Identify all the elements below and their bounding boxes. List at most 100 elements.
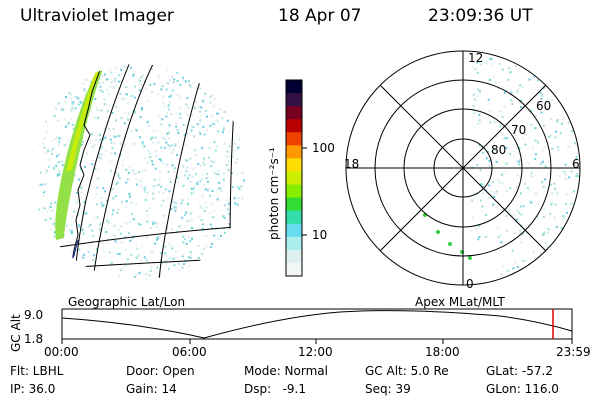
- colorbar-segment: [286, 145, 302, 159]
- emission-pixel: [135, 129, 138, 132]
- emission-pixel: [45, 168, 47, 171]
- emission-pixel: [64, 100, 67, 103]
- emission-pixel: [68, 229, 71, 232]
- emission-pixel: [157, 92, 160, 95]
- emission-pixel: [499, 125, 502, 128]
- emission-pixel: [124, 93, 127, 96]
- emission-pixel: [187, 106, 190, 109]
- emission-pixel: [117, 208, 120, 211]
- emission-pixel: [472, 93, 475, 96]
- emission-pixel: [198, 215, 201, 218]
- emission-pixel: [47, 149, 50, 152]
- emission-pixel: [122, 98, 124, 101]
- emission-pixel: [184, 174, 187, 177]
- emission-pixel: [154, 185, 156, 187]
- emission-pixel: [226, 119, 229, 122]
- emission-pixel: [488, 165, 491, 167]
- emission-pixel: [194, 149, 196, 152]
- emission-pixel: [168, 256, 171, 259]
- emission-pixel: [117, 172, 120, 175]
- emission-pixel: [118, 252, 121, 255]
- emission-pixel: [120, 97, 123, 100]
- emission-pixel: [227, 169, 230, 171]
- emission-pixel: [195, 153, 197, 156]
- emission-pixel: [187, 256, 190, 259]
- emission-pixel: [138, 272, 141, 274]
- emission-pixel: [536, 93, 539, 96]
- instrument-title: Ultraviolet Imager: [20, 6, 174, 26]
- emission-pixel: [139, 179, 141, 182]
- emission-pixel: [226, 150, 229, 153]
- emission-pixel: [82, 232, 85, 235]
- emission-pixel: [548, 135, 551, 138]
- mlat-label-60: 60: [536, 99, 551, 113]
- emission-pixel: [53, 222, 56, 225]
- emission-pixel: [92, 146, 95, 149]
- emission-pixel: [107, 78, 110, 81]
- emission-pixel: [192, 169, 194, 171]
- emission-pixel: [70, 232, 73, 234]
- emission-pixel: [114, 119, 117, 122]
- emission-pixel: [476, 164, 479, 167]
- emission-pixel: [184, 80, 187, 83]
- emission-pixel: [121, 201, 124, 204]
- emission-pixel: [46, 123, 49, 126]
- emission-pixel: [125, 169, 128, 171]
- emission-pixel: [503, 105, 506, 108]
- emission-pixel: [97, 186, 100, 189]
- emission-pixel: [179, 83, 182, 86]
- emission-pixel: [233, 149, 236, 152]
- emission-pixel: [61, 164, 64, 167]
- emission-pixel: [549, 212, 552, 215]
- emission-pixel: [178, 96, 181, 99]
- emission-pixel: [541, 160, 544, 163]
- emission-pixel: [48, 208, 51, 211]
- emission-pixel: [175, 202, 178, 205]
- emission-pixel: [530, 201, 533, 204]
- emission-pixel: [217, 130, 220, 133]
- emission-pixel: [140, 259, 143, 262]
- emission-pixel: [42, 195, 45, 198]
- emission-pixel: [495, 206, 498, 208]
- emission-pixel: [110, 81, 113, 84]
- colorbar-segment: [286, 158, 302, 172]
- emission-pixel: [568, 176, 571, 179]
- emission-pixel: [168, 131, 171, 134]
- emission-pixel: [203, 163, 206, 166]
- emission-pixel: [485, 157, 488, 160]
- emission-pixel: [199, 110, 202, 113]
- emission-pixel: [237, 186, 240, 189]
- emission-pixel: [551, 147, 554, 150]
- emission-pixel: [71, 123, 74, 126]
- emission-pixel: [540, 111, 543, 114]
- emission-pixel: [67, 122, 70, 125]
- emission-pixel: [109, 85, 112, 88]
- emission-pixel: [179, 106, 182, 109]
- emission-pixel: [492, 203, 495, 206]
- emission-pixel: [128, 165, 131, 168]
- emission-pixel: [226, 199, 229, 202]
- emission-pixel: [169, 95, 172, 98]
- emission-pixel: [47, 165, 50, 168]
- emission-pixel: [222, 128, 225, 131]
- emission-pixel: [226, 155, 229, 158]
- emission-pixel: [114, 77, 117, 80]
- emission-pixel: [148, 125, 151, 127]
- emission-pixel: [551, 192, 554, 195]
- emission-pixel: [179, 116, 182, 119]
- emission-pixel: [167, 197, 170, 200]
- emission-pixel: [191, 114, 194, 117]
- emission-pixel: [149, 270, 152, 273]
- emission-pixel: [522, 260, 525, 262]
- emission-pixel: [163, 105, 166, 108]
- emission-pixel: [225, 150, 228, 153]
- emission-pixel: [93, 254, 96, 257]
- altitude-plot: [61, 308, 573, 344]
- emission-pixel: [518, 211, 520, 214]
- emission-pixel: [227, 232, 230, 235]
- emission-pixel: [189, 180, 192, 183]
- emission-pixel: [117, 135, 120, 138]
- emission-pixel: [78, 248, 81, 251]
- emission-pixel: [112, 79, 115, 82]
- emission-pixel: [155, 225, 158, 228]
